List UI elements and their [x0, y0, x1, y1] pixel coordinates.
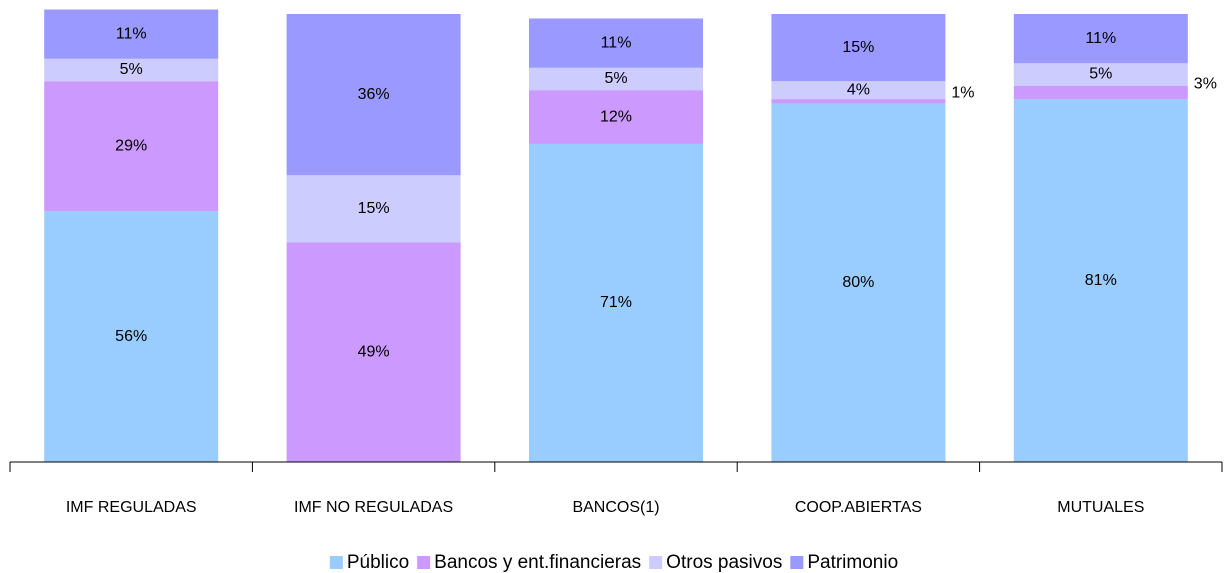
bar-segment	[44, 9, 219, 59]
bar-segment	[529, 18, 703, 68]
bar-segment	[771, 14, 946, 82]
bar-segment	[529, 90, 703, 144]
bar-segment	[286, 175, 461, 243]
legend-label: Patrimonio	[807, 552, 898, 573]
bar-segment	[771, 103, 946, 462]
x-tick-label: IMF NO REGULADAS	[294, 499, 453, 516]
data-label: 1%	[951, 85, 974, 102]
legend-swatch	[649, 556, 663, 569]
bar-segment	[286, 14, 461, 176]
bar-segment	[1013, 63, 1188, 86]
bar-segment	[1013, 14, 1188, 64]
data-label: 15%	[842, 39, 874, 56]
data-label: 29%	[115, 137, 147, 154]
data-label: 3%	[1194, 76, 1217, 93]
bar-segment	[1013, 99, 1188, 463]
bar-segment	[529, 67, 703, 91]
bar-segment	[771, 99, 946, 104]
data-label: 5%	[1089, 66, 1112, 83]
legend-swatch	[329, 556, 343, 569]
legend-label: Otros pasivos	[666, 552, 782, 573]
data-label: 11%	[601, 34, 632, 51]
data-label: 71%	[600, 294, 632, 311]
bar-segment	[44, 81, 219, 212]
legend-swatch	[417, 556, 431, 569]
data-label: 5%	[604, 70, 627, 87]
data-label: 4%	[847, 81, 870, 98]
data-label: 36%	[358, 86, 390, 103]
data-label: 12%	[600, 108, 632, 125]
bar-segment	[44, 58, 219, 82]
data-label: 49%	[358, 343, 390, 360]
bar-segment	[286, 242, 461, 462]
data-label: 80%	[842, 274, 874, 291]
bar-segment	[771, 81, 946, 100]
bar-segment	[1013, 85, 1188, 100]
legend-swatch	[790, 556, 804, 569]
x-tick-label: COOP.ABIERTAS	[795, 499, 922, 516]
data-label: 5%	[120, 61, 143, 78]
legend-label: Público	[347, 552, 409, 573]
bar-segment	[44, 211, 219, 462]
data-label: 81%	[1085, 272, 1117, 289]
x-tick-label: IMF REGULADAS	[66, 499, 197, 516]
data-label: 56%	[115, 328, 147, 345]
legend-label: Bancos y ent.financieras	[434, 552, 641, 573]
data-label: 11%	[1085, 30, 1116, 47]
bar-segment	[529, 143, 703, 463]
data-label: 15%	[358, 200, 390, 217]
x-tick-label: MUTUALES	[1057, 499, 1144, 516]
x-tick-label: BANCOS(1)	[572, 499, 659, 516]
legend: Público Bancos y ent.financieras Otros pas…	[329, 552, 898, 573]
data-label: 11%	[116, 25, 147, 42]
